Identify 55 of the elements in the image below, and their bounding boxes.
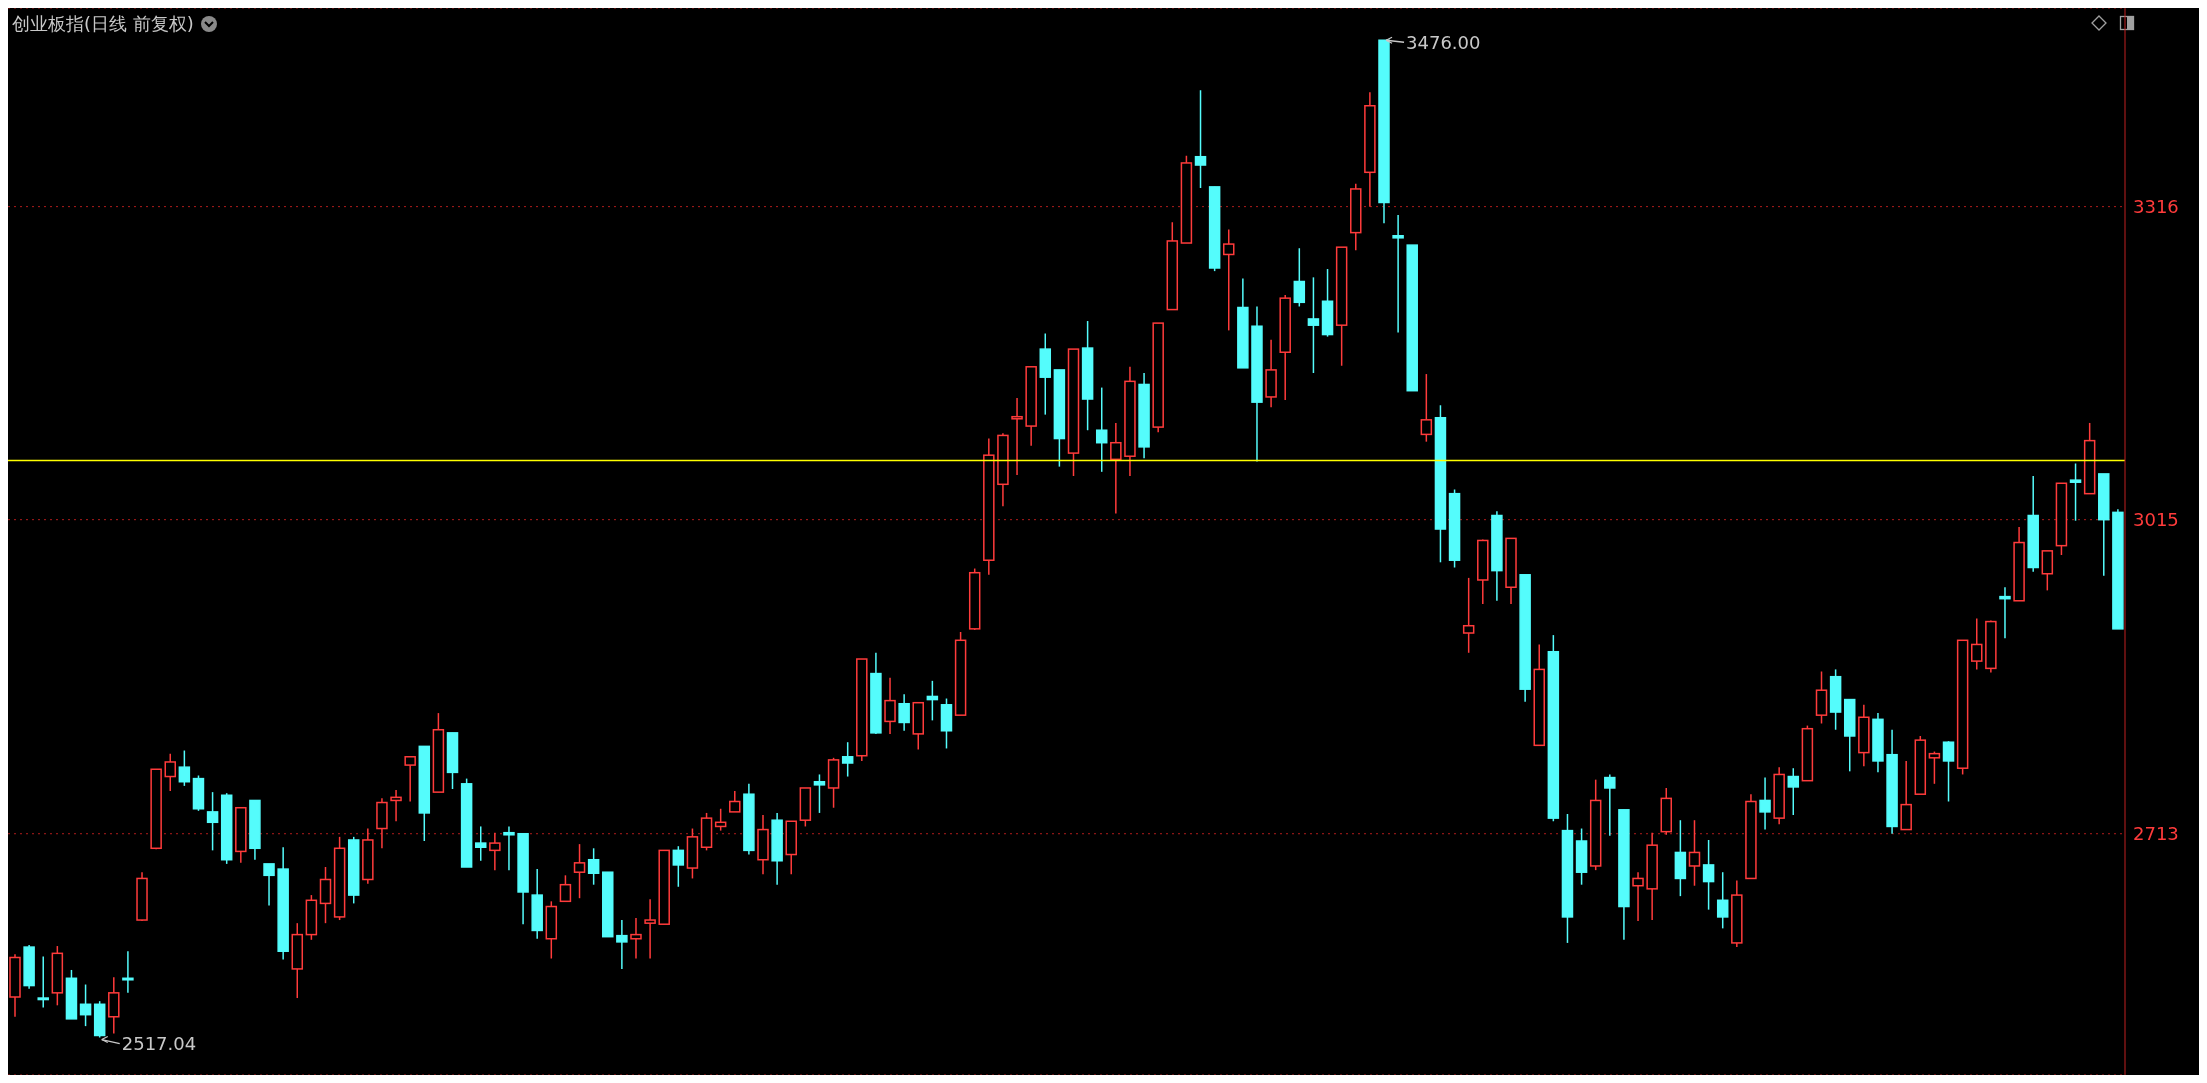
candlestick	[390, 789, 402, 822]
y-tick-label: 3316	[2133, 196, 2179, 218]
candlestick	[644, 898, 656, 960]
candlestick	[1971, 617, 1983, 671]
candlestick	[1604, 773, 1616, 837]
candlestick	[1462, 577, 1475, 654]
candlestick	[474, 825, 487, 862]
candlestick	[489, 831, 501, 871]
candlestick	[1759, 776, 1771, 831]
candlestick	[1716, 871, 1729, 930]
candlestick	[841, 741, 854, 778]
candlestick	[1095, 386, 1108, 473]
candlestick	[1307, 276, 1320, 374]
candlestick	[884, 676, 896, 735]
candlestick	[1999, 586, 2011, 639]
annotation: 3476.00	[1406, 31, 1481, 53]
candlestick	[404, 756, 416, 803]
candlestick	[587, 847, 600, 886]
candlestick	[178, 749, 191, 787]
candlestick	[2069, 462, 2082, 522]
candlestick	[1110, 422, 1122, 515]
candlestick	[1632, 871, 1644, 922]
candlestick	[898, 693, 910, 732]
candlestick	[573, 843, 586, 899]
candlestick	[1392, 214, 1404, 334]
candlestick	[206, 791, 219, 852]
candlestick	[319, 866, 332, 924]
annotation: 2517.04	[121, 1032, 197, 1054]
candlestick	[1223, 228, 1235, 332]
candlestick	[2041, 550, 2054, 592]
candlestick	[1787, 767, 1800, 816]
candlestick	[630, 917, 642, 960]
y-tick-label: 3015	[2133, 509, 2179, 531]
candlestick	[1293, 247, 1306, 308]
candlestick	[1942, 740, 1955, 803]
candlestick	[1420, 373, 1433, 443]
candlestick	[729, 790, 741, 813]
candlestick	[122, 950, 134, 994]
candlestick	[672, 845, 685, 888]
candlestick	[616, 919, 628, 970]
candlestick	[164, 752, 176, 792]
candlestick	[1702, 839, 1715, 911]
candlestick	[1011, 397, 1023, 476]
candlestick	[1688, 819, 1701, 887]
candlestick	[1928, 750, 1941, 785]
candlestick	[108, 976, 120, 1035]
candlestick	[559, 874, 572, 903]
candlestick	[79, 983, 92, 1027]
candlestick	[37, 955, 49, 1009]
y-tick-label: 2713	[2133, 823, 2179, 845]
candlestick	[263, 863, 275, 907]
candlestick	[503, 825, 515, 871]
candlestick	[813, 773, 826, 814]
chart-title: 创业板指(日线 前复权)	[12, 12, 194, 36]
candlestick	[1194, 89, 1207, 189]
